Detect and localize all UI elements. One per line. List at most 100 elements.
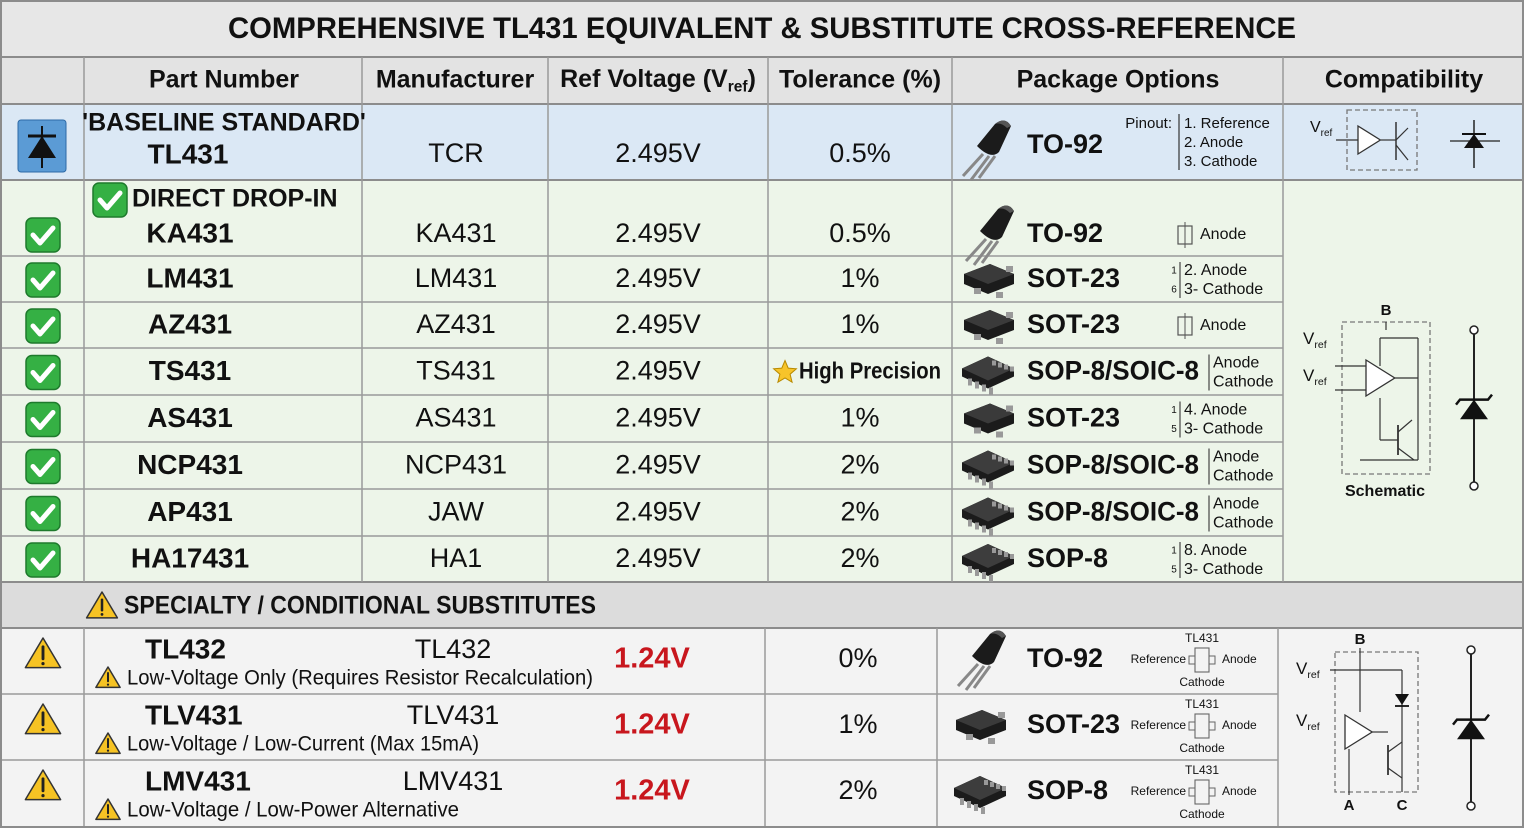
section-heading: DIRECT DROP-IN xyxy=(132,185,338,213)
pin-mark: 1 xyxy=(1171,266,1177,277)
pin-label: 3- Cathode xyxy=(1184,281,1263,298)
schematic-label: Vref xyxy=(1303,329,1327,350)
package-lead xyxy=(988,738,995,744)
part-number: LM431 xyxy=(146,262,233,293)
pin-label: 4. Anode xyxy=(1184,402,1247,419)
ref-voltage: 2.495V xyxy=(615,138,701,168)
baseline-label: 'BASELINE STANDARD' xyxy=(82,109,366,137)
package-top xyxy=(964,310,1014,330)
check-mark xyxy=(30,457,56,477)
tolerance: 1% xyxy=(840,309,879,339)
check-mark xyxy=(30,270,56,291)
pin-diagram-label: Cathode xyxy=(1179,675,1225,689)
package-icon xyxy=(964,205,1014,266)
check-mark xyxy=(97,190,123,211)
column-header: Ref Voltage (Vref) xyxy=(560,65,756,96)
part-number: AS431 xyxy=(147,402,233,433)
package-lead xyxy=(972,665,992,689)
column-header: Tolerance (%) xyxy=(779,66,941,94)
package-lead xyxy=(1004,458,1008,464)
terminal xyxy=(1469,481,1479,491)
package-icon xyxy=(961,120,1011,181)
package-body xyxy=(977,120,1011,155)
column-header-sub: ref xyxy=(728,79,749,96)
column-header: Package Options xyxy=(1017,66,1220,94)
package-name: TO-92 xyxy=(1027,218,1103,248)
package-top xyxy=(964,403,1014,424)
manufacturer: HA1 xyxy=(430,543,483,573)
package-face xyxy=(990,630,1006,638)
schematic-label: B xyxy=(1381,302,1392,319)
pin-diagram-label: Reference xyxy=(1131,718,1187,732)
specialty-section xyxy=(0,628,1524,828)
pin-lead xyxy=(1188,721,1196,731)
package-lead xyxy=(968,472,972,480)
schematic-label-sub: ref xyxy=(1307,721,1319,733)
section-heading: SPECIALTY / CONDITIONAL SUBSTITUTES xyxy=(124,592,596,620)
schematic-label: Vref xyxy=(1296,711,1320,732)
pin-diagram-label: Cathode xyxy=(1179,741,1225,755)
column-header: Manufacturer xyxy=(376,66,535,94)
zener-triangle xyxy=(1460,399,1488,420)
package-name: SOP-8/SOIC-8 xyxy=(1027,450,1199,480)
package-name: SOP-8 xyxy=(1027,543,1108,573)
pin-label: 1. Reference xyxy=(1184,115,1270,132)
manufacturer: TS431 xyxy=(416,356,496,386)
package-icon xyxy=(962,497,1014,536)
package-lead xyxy=(989,481,993,489)
column-header: Part Number xyxy=(149,66,299,94)
package-lead xyxy=(964,237,988,263)
package-lead xyxy=(992,454,996,460)
pin-mark: 1 xyxy=(1171,546,1177,557)
package-lead xyxy=(996,338,1003,344)
package-lead xyxy=(996,784,1000,789)
package-lead xyxy=(996,292,1003,298)
package-lead xyxy=(964,665,986,691)
ref-voltage: 2.495V xyxy=(615,403,701,433)
package-name: SOP-8/SOIC-8 xyxy=(1027,356,1199,386)
pin-diagram-label: Cathode xyxy=(1179,807,1225,821)
package-name: SOP-8 xyxy=(1027,775,1108,805)
tolerance: 2% xyxy=(838,775,877,805)
part-number: TLV431 xyxy=(145,699,243,730)
package-lead xyxy=(982,572,986,579)
transistor xyxy=(1395,127,1409,141)
package-lead xyxy=(984,780,988,785)
schematic-label: Vref xyxy=(1303,366,1327,387)
manufacturer: NCP431 xyxy=(405,450,507,480)
package-lead xyxy=(1010,507,1014,513)
symbol-label-sub: ref xyxy=(1321,127,1333,138)
schematic-label-sub: ref xyxy=(1307,669,1319,681)
pin-label: Anode xyxy=(1200,317,1246,334)
package-lead xyxy=(1004,364,1008,370)
terminal xyxy=(1466,801,1476,811)
warning-dot xyxy=(106,749,110,752)
package-lead xyxy=(972,240,994,266)
package-lead xyxy=(968,519,972,527)
package-lead xyxy=(989,387,993,395)
pin-label: Cathode xyxy=(1213,468,1274,485)
manufacturer: TL432 xyxy=(415,634,492,664)
ref-voltage: 2.495V xyxy=(615,497,701,527)
package-lead xyxy=(1010,366,1014,372)
package-lead xyxy=(982,525,986,533)
package-face xyxy=(995,120,1011,128)
zener-triangle xyxy=(1464,134,1484,148)
manufacturer: LMV431 xyxy=(403,766,504,796)
package-lead xyxy=(1006,405,1013,412)
package-lead xyxy=(989,528,993,536)
tolerance: 1% xyxy=(840,263,879,293)
package-lead xyxy=(992,501,996,507)
terminal xyxy=(1466,645,1476,655)
ref-voltage: 2.495V xyxy=(615,218,701,248)
package-lead xyxy=(968,566,972,573)
warning-dot xyxy=(106,815,110,818)
warning-dot xyxy=(41,728,45,732)
package-lead xyxy=(967,801,971,808)
package-name: SOT-23 xyxy=(1027,263,1120,293)
opamp xyxy=(1344,713,1374,751)
package-lead xyxy=(1002,786,1006,791)
pin-label: Cathode xyxy=(1213,515,1274,532)
warning-dot xyxy=(100,613,104,616)
